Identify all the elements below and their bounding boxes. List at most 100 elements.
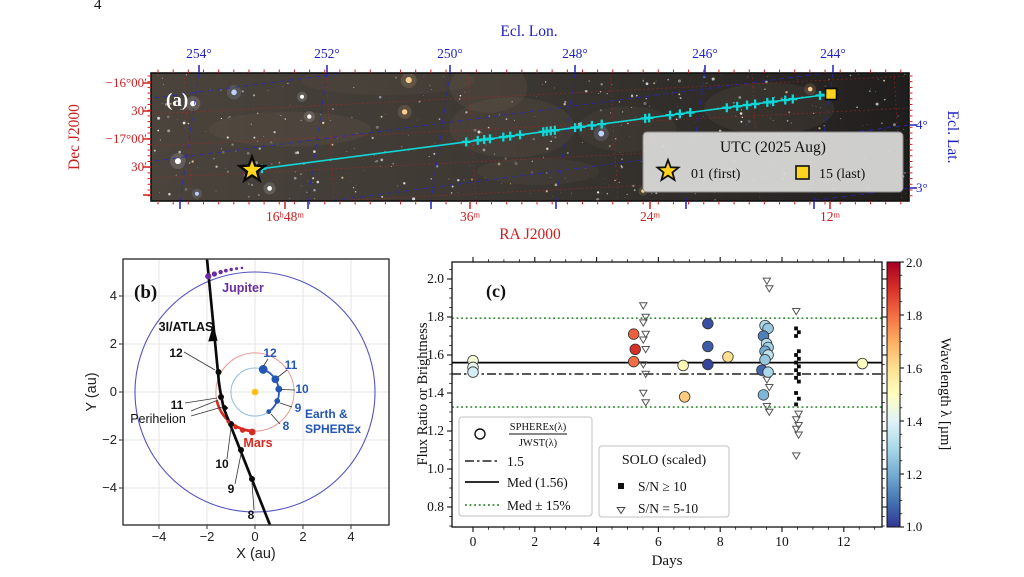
star <box>282 86 284 88</box>
star <box>153 149 156 152</box>
bright-star <box>307 114 312 119</box>
star <box>645 82 649 86</box>
star <box>313 188 316 192</box>
star <box>877 78 879 80</box>
star <box>856 106 858 109</box>
star <box>263 136 265 138</box>
star <box>371 136 374 140</box>
tick-label: 2 <box>531 534 538 549</box>
star <box>675 118 678 121</box>
star <box>732 101 735 104</box>
star <box>598 93 600 95</box>
star <box>518 106 519 108</box>
star <box>294 171 297 173</box>
dec-gridline <box>151 107 909 147</box>
star <box>448 178 450 180</box>
star <box>823 125 825 127</box>
nebula-patch <box>208 111 372 147</box>
star <box>781 129 783 130</box>
star <box>257 194 260 196</box>
mars-label: Mars <box>243 436 272 450</box>
solo-legend-title: SOLO (scaled) <box>622 453 707 468</box>
ratio-denominator: JWST(λ) <box>519 438 558 449</box>
daily-position-marker <box>685 107 695 117</box>
tick-label: 8 <box>717 534 724 549</box>
tick-label: 0 <box>470 534 477 549</box>
star <box>494 153 495 155</box>
ra-gridline <box>325 73 335 201</box>
ratio-point <box>677 359 689 372</box>
nebula-patch <box>704 82 835 135</box>
star <box>678 93 681 96</box>
star <box>679 90 680 92</box>
star <box>785 90 788 94</box>
utc-legend-title: UTC (2025 Aug) <box>720 139 826 156</box>
tick-label: 1.2 <box>906 467 922 482</box>
star <box>153 153 155 155</box>
ecl-lon-gridline <box>179 73 200 201</box>
star <box>296 151 300 154</box>
daily-position-marker <box>485 134 495 144</box>
star <box>553 87 555 89</box>
jupiter-dot <box>229 267 233 272</box>
star <box>581 141 583 144</box>
triangle-marker-icon <box>616 507 626 515</box>
star <box>599 109 602 112</box>
panel-c: (c) 0 2 4 6 8 10 12 2.0 1.8 1.6 1.4 1.2 … <box>415 255 953 569</box>
solo-triangle <box>762 277 772 286</box>
star <box>514 120 515 122</box>
star <box>720 74 721 76</box>
star <box>166 115 170 119</box>
star <box>346 151 348 153</box>
colorbar-ticks <box>900 261 904 528</box>
solo-square <box>796 356 801 361</box>
star <box>531 160 534 163</box>
solo-triangle <box>794 422 804 430</box>
star <box>459 94 462 97</box>
solo-triangle <box>794 410 804 419</box>
star <box>213 157 215 160</box>
star <box>162 103 164 104</box>
comet-month-9: 9 <box>228 482 235 496</box>
earth-month-9: 9 <box>295 401 302 415</box>
solo-triangle <box>764 408 774 417</box>
ratio-point <box>759 354 771 366</box>
star <box>465 111 468 114</box>
panel-c-ticks <box>447 257 887 532</box>
star <box>703 116 704 117</box>
star <box>177 119 178 120</box>
star <box>451 185 454 188</box>
star <box>221 150 225 154</box>
ecl-lon-gridline <box>307 73 328 201</box>
star <box>740 109 743 111</box>
star <box>747 119 751 123</box>
star <box>497 162 501 166</box>
dec-gridline <box>151 75 909 115</box>
star <box>624 196 626 198</box>
star <box>396 185 399 187</box>
bright-star <box>300 94 305 99</box>
star <box>606 192 609 195</box>
star <box>277 113 279 115</box>
colorbar-title: Wavelength λ [µm] <box>937 338 953 450</box>
star <box>764 88 766 91</box>
star <box>600 83 603 86</box>
flux-ratio-plot <box>452 277 882 461</box>
ratio-point <box>762 366 774 378</box>
jupiter-label: Jupiter <box>222 281 264 295</box>
square-icon <box>795 165 810 180</box>
star <box>545 190 548 193</box>
star <box>875 90 876 92</box>
jupiter-orbit <box>134 271 376 513</box>
solo-triangle <box>791 308 801 316</box>
tick-label: 1.0 <box>906 519 922 534</box>
star <box>840 118 842 120</box>
star <box>882 108 883 110</box>
solo-square <box>796 396 801 401</box>
star <box>511 100 514 103</box>
star <box>256 112 259 115</box>
tick-label: 244° <box>820 46 846 61</box>
star <box>608 184 610 186</box>
tick-label: 0 <box>110 384 117 399</box>
